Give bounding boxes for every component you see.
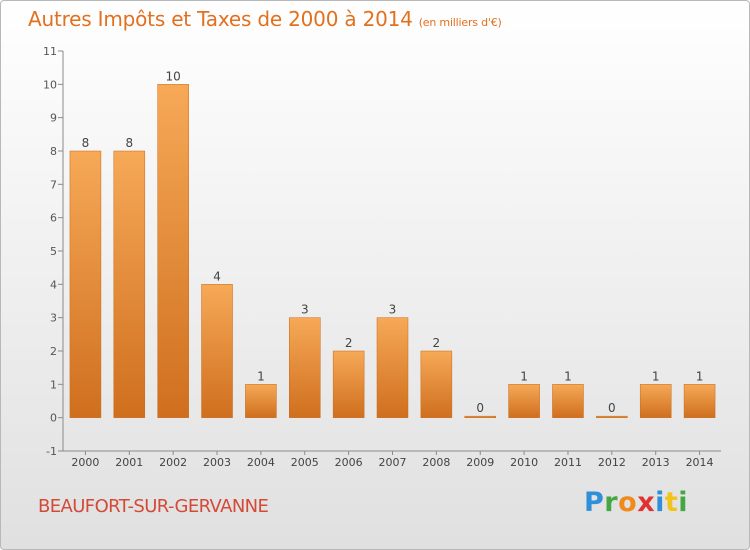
data-label-2011: 1 — [564, 369, 572, 383]
bar-2012 — [596, 415, 628, 418]
y-tick-label: 1 — [50, 378, 57, 391]
x-tick-label: 2012 — [598, 456, 626, 469]
proxiti-logo[interactable]: Proxiti — [584, 487, 689, 518]
x-tick-label: 2009 — [466, 456, 494, 469]
bar-2002 — [157, 84, 189, 418]
x-tick-label: 2005 — [291, 456, 319, 469]
data-label-2004: 1 — [257, 369, 265, 383]
y-tick-label: 11 — [43, 45, 57, 58]
y-tick-label: 9 — [50, 112, 57, 125]
data-label-2001: 8 — [125, 136, 133, 150]
bar-2013 — [639, 384, 672, 418]
x-tick-label: 2011 — [554, 456, 582, 469]
y-tick-label: 0 — [50, 412, 57, 425]
data-label-2000: 8 — [82, 136, 90, 150]
data-label-2005: 3 — [301, 303, 309, 317]
x-tick-label: 2006 — [335, 456, 363, 469]
y-tick-label: 8 — [50, 145, 57, 158]
y-tick-label: 10 — [43, 78, 57, 91]
y-tick-label: 4 — [50, 278, 57, 291]
bar-2004 — [245, 384, 277, 418]
x-tick-label: 2000 — [71, 456, 99, 469]
y-tick-label: 6 — [50, 212, 57, 225]
y-tick-label: 7 — [50, 178, 57, 191]
bar-2008 — [420, 350, 453, 418]
bar-2007 — [376, 317, 409, 418]
x-axis: 2000 2001 2002 2003 2004 2005 2006 2007 2008 2009… — [63, 450, 721, 469]
bar-2006 — [332, 350, 365, 418]
chart-unit: (en milliers d'€) — [418, 16, 502, 29]
x-tick-label: 2002 — [159, 456, 187, 469]
data-label-2002: 10 — [166, 69, 181, 83]
y-tick-label: 3 — [50, 312, 57, 325]
bar-2010 — [508, 384, 540, 418]
x-tick-label: 2013 — [642, 456, 670, 469]
bar-2001 — [113, 150, 146, 418]
bar-2014 — [683, 384, 716, 418]
y-tick-label: 5 — [50, 245, 57, 258]
data-label-2003: 4 — [213, 269, 221, 283]
x-tick-label: 2008 — [422, 456, 450, 469]
x-tick-label: 2001 — [115, 456, 143, 469]
bar-2000 — [69, 150, 102, 418]
x-tick-label: 2007 — [379, 456, 407, 469]
bar-2011 — [552, 384, 584, 418]
data-label-2013: 1 — [652, 369, 660, 383]
y-tick-label: -1 — [46, 445, 57, 458]
bar-2003 — [201, 284, 233, 418]
x-tick-label: 2003 — [203, 456, 231, 469]
data-label-2006: 2 — [345, 336, 353, 350]
data-label-2010: 1 — [520, 369, 528, 383]
chart-title: Autres Impôts et Taxes de 2000 à 2014 (en… — [28, 7, 502, 31]
y-axis: -1 0 1 2 3 4 5 6 7 8 9 10 11 — [43, 45, 64, 458]
x-tick-label: 2014 — [686, 456, 714, 469]
data-label-2008: 2 — [433, 336, 441, 350]
bar-2009 — [464, 415, 496, 418]
chart-title-text: Autres Impôts et Taxes de 2000 à 2014 — [28, 7, 413, 31]
x-tick-label: 2004 — [247, 456, 275, 469]
commune-name: BEAUFORT-SUR-GERVANNE — [38, 496, 269, 517]
data-label-2009: 0 — [476, 401, 484, 415]
bar-2005 — [289, 317, 321, 418]
bars — [69, 84, 716, 418]
x-tick-label: 2010 — [510, 456, 538, 469]
data-label-2014: 1 — [696, 369, 704, 383]
data-label-2012: 0 — [608, 401, 616, 415]
data-label-2007: 3 — [389, 303, 397, 317]
y-tick-label: 2 — [50, 345, 57, 358]
